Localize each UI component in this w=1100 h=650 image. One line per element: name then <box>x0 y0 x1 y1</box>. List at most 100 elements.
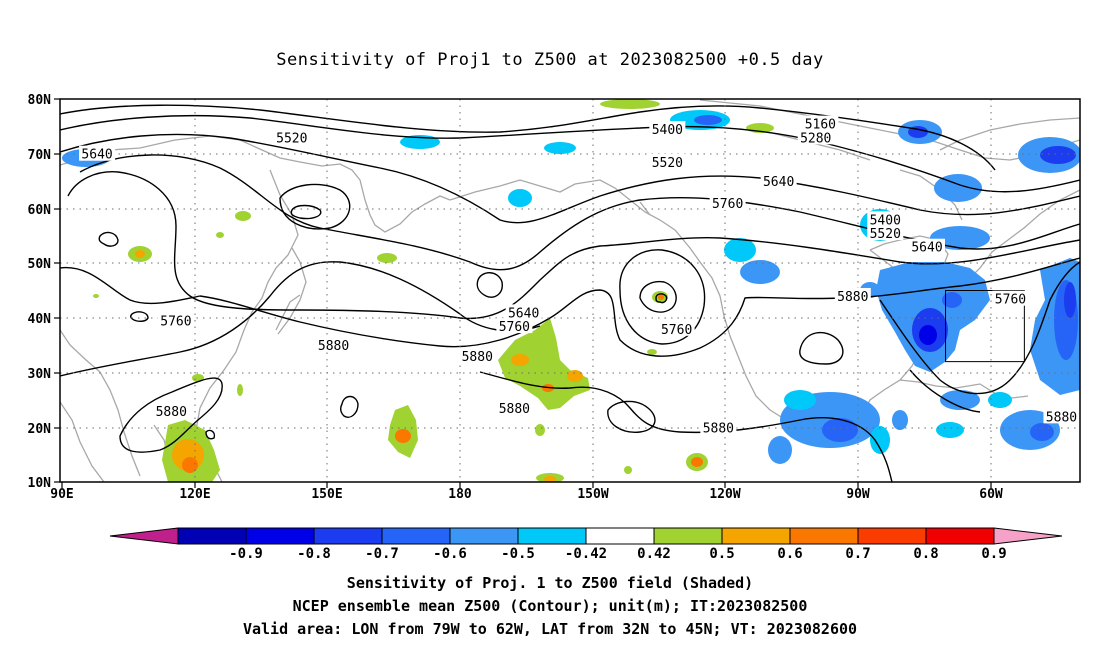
figure-title: Sensitivity of Proj1 to Z500 at 20230825… <box>276 50 824 70</box>
contour-label: 5880 <box>499 402 530 417</box>
contour-label: 5880 <box>318 339 349 354</box>
colorbar-tick-label: 0.42 <box>637 546 671 562</box>
colorbar-tick-label: -0.9 <box>229 546 263 562</box>
contour-label-bg <box>505 304 542 320</box>
graticule <box>60 99 1080 482</box>
contour-label-bg <box>649 121 686 137</box>
contour-label-bg <box>909 238 945 254</box>
contour-label: 5880 <box>156 405 187 420</box>
colorbar-tick-label: -0.42 <box>565 546 607 562</box>
contour-label: 5760 <box>712 197 743 212</box>
colorbar-bin <box>721 527 791 545</box>
contour-label: 5160 <box>805 118 836 133</box>
contour-label-bg <box>992 290 1029 306</box>
colorbar-bin <box>857 527 927 545</box>
contour-label-bg <box>1043 408 1080 424</box>
colorbar-tick-label: 0.5 <box>709 546 734 562</box>
colorbar-tick-label: -0.5 <box>501 546 535 562</box>
contour-label-bg <box>760 173 797 189</box>
caption-shading: Sensitivity of Proj. 1 to Z500 field (Sh… <box>346 574 754 592</box>
lon-label: 150E <box>311 487 342 502</box>
colorbar-bin <box>313 527 383 545</box>
lat-label: 10N <box>28 476 52 491</box>
contour-label-bg <box>649 153 686 169</box>
colorbar-tick-label: 0.6 <box>777 546 802 562</box>
contour-label-bg <box>496 400 533 416</box>
colorbar-tick-label: 0.8 <box>913 546 938 562</box>
lon-label: 90W <box>846 487 870 502</box>
lat-label: 40N <box>28 312 52 327</box>
lat-label: 30N <box>28 367 52 382</box>
colorbar-tick-label: 0.9 <box>981 546 1006 562</box>
contour-label: 5280 <box>800 131 831 146</box>
caption-contour: NCEP ensemble mean Z500 (Contour); unit(… <box>292 597 808 615</box>
contour-label-bg <box>700 419 737 435</box>
contour-label-bg <box>867 225 904 241</box>
contour-label: 5880 <box>1046 410 1077 425</box>
contour-label-bg <box>153 402 190 418</box>
contour-label: 5520 <box>870 227 901 242</box>
colorbar-low-extend <box>109 527 179 545</box>
z500-contours <box>60 104 1080 482</box>
lon-label: 150W <box>577 487 608 502</box>
colorbar-bin <box>449 527 519 545</box>
lat-label: 70N <box>28 148 52 163</box>
contour-label: 5640 <box>81 148 112 163</box>
contour-label-bg <box>709 194 746 210</box>
lon-label: 60W <box>979 487 1003 502</box>
contour-label: 5400 <box>652 123 683 138</box>
contour-label: 5760 <box>160 315 191 330</box>
contour-label: 5520 <box>652 156 683 171</box>
contour-label: 5640 <box>508 306 539 321</box>
positive-sensitivity-shading <box>93 99 774 482</box>
contour-label: 5760 <box>661 323 692 338</box>
contour-label-bg <box>496 318 533 334</box>
lat-label: 50N <box>28 257 52 272</box>
lon-label: 90E <box>50 487 73 502</box>
contour-label-bg <box>273 129 310 145</box>
contour-label: 5880 <box>703 421 734 436</box>
colorbar: -0.9 -0.8 -0.7 -0.6 -0.5 -0.42 0.42 0.5 0.6 0.7 0.… <box>109 527 1063 562</box>
colorbar-bin <box>925 527 995 545</box>
colorbar-bin <box>177 527 247 545</box>
contour-label-bg <box>459 348 496 364</box>
contour-label: 5880 <box>837 290 868 305</box>
lon-label: 120E <box>179 487 210 502</box>
colorbar-bin <box>517 527 587 545</box>
colorbar-tick-label: -0.7 <box>365 546 399 562</box>
colorbar-bin <box>381 527 451 545</box>
colorbar-high-extend <box>993 527 1063 545</box>
lat-label: 60N <box>28 203 52 218</box>
contour-label: 5760 <box>499 320 530 335</box>
contour-label: 5880 <box>462 350 493 365</box>
contour-label-bg <box>834 287 871 303</box>
contour-label: 5400 <box>870 213 901 228</box>
caption-valid-area: Valid area: LON from 79W to 62W, LAT fro… <box>242 620 858 638</box>
contour-label-bg <box>658 320 695 336</box>
contour-label: 5640 <box>763 175 794 190</box>
contour-label-bg <box>79 145 116 161</box>
colorbar-tick-label: -0.6 <box>433 546 467 562</box>
contour-label-bg <box>797 129 834 145</box>
colorbar-bin <box>653 527 723 545</box>
colorbar-bin <box>585 527 655 545</box>
contour-label-bg <box>867 211 904 227</box>
axis-ticks <box>54 98 992 488</box>
colorbar-bin <box>245 527 315 545</box>
map-frame <box>59 98 1081 483</box>
colorbar-tick-label: -0.8 <box>297 546 331 562</box>
colorbar-tick-label: 0.7 <box>845 546 870 562</box>
lon-label: 120W <box>709 487 740 502</box>
lat-label: 20N <box>28 422 52 437</box>
lat-label: 80N <box>28 93 52 108</box>
valid-area-box <box>945 290 1025 363</box>
lon-label: 180 <box>448 487 472 502</box>
contour-label-bg <box>802 115 839 131</box>
contour-label-bg <box>315 337 352 353</box>
contour-label: 5640 <box>911 241 942 256</box>
contour-label: 5760 <box>995 293 1026 308</box>
contour-label: 5520 <box>276 131 307 146</box>
contour-label-bg <box>157 312 194 328</box>
